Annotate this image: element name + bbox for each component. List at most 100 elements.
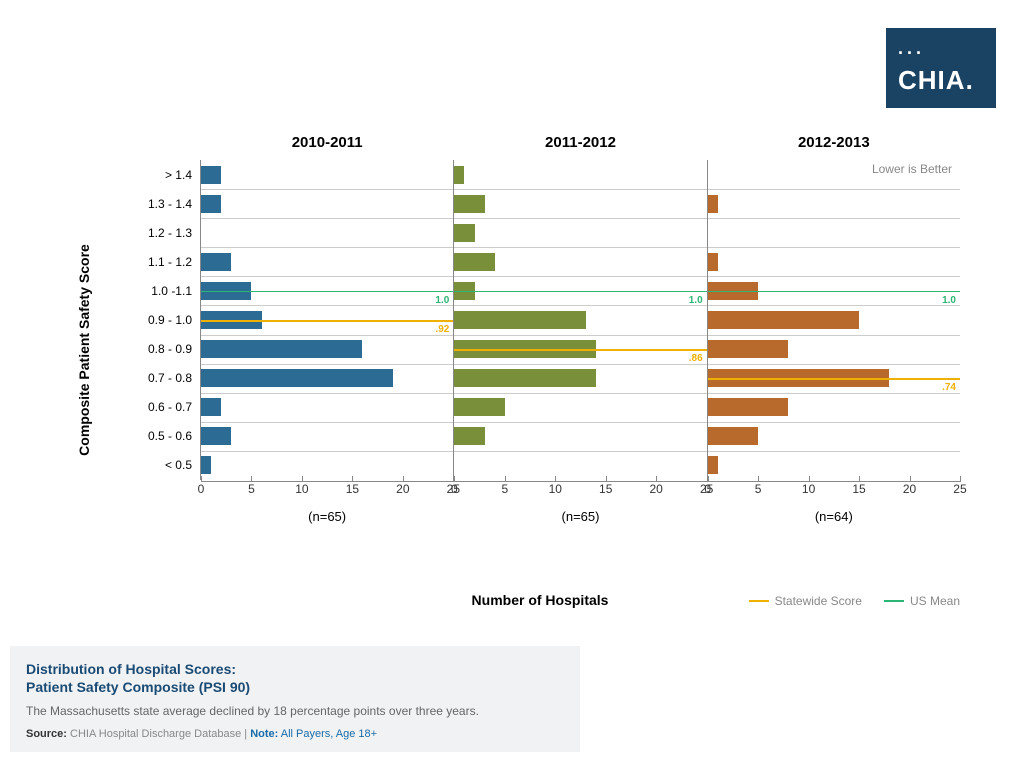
footer-card: Distribution of Hospital Scores: Patient… <box>10 646 580 752</box>
note-text: All Payers, Age 18+ <box>278 728 377 740</box>
gridline <box>708 189 960 190</box>
gridline <box>454 335 706 336</box>
x-tick-mark <box>251 476 252 482</box>
gridline <box>201 335 453 336</box>
bar <box>454 224 474 242</box>
gridline <box>454 276 706 277</box>
x-axis-title: Number of Hospitals <box>472 592 609 608</box>
chart-panel: 2011-20121.0.860510152025(n=65) <box>453 160 706 480</box>
x-tick-mark <box>910 476 911 482</box>
bar <box>201 456 211 474</box>
x-tick-label: 20 <box>903 482 916 496</box>
footer-description: The Massachusetts state average declined… <box>26 704 564 718</box>
us-mean-line <box>201 291 453 293</box>
bar <box>454 369 595 387</box>
us-mean-label: 1.0 <box>689 295 703 306</box>
bar <box>454 398 504 416</box>
chart-legend: Statewide Score US Mean <box>749 594 960 608</box>
y-axis-labels: > 1.41.3 - 1.41.2 - 1.31.1 - 1.21.0 -1.1… <box>120 160 198 480</box>
logo-dots: ... <box>898 38 925 59</box>
bar <box>708 398 789 416</box>
x-tick-label: 5 <box>248 482 255 496</box>
gridline <box>201 218 453 219</box>
y-category-label: 0.9 - 1.0 <box>148 313 192 327</box>
x-tick-mark <box>302 476 303 482</box>
us-mean-label: 1.0 <box>435 295 449 306</box>
bar <box>201 166 221 184</box>
gridline <box>454 422 706 423</box>
gridline <box>201 393 453 394</box>
x-tick-label: 15 <box>346 482 359 496</box>
panel-n-label: (n=65) <box>308 509 346 524</box>
x-tick-label: 20 <box>650 482 663 496</box>
y-category-label: 0.8 - 0.9 <box>148 342 192 356</box>
x-tick-mark <box>352 476 353 482</box>
x-ticks: 0510152025 <box>708 482 960 502</box>
x-tick-mark <box>201 476 202 482</box>
gridline <box>201 247 453 248</box>
x-tick-label: 0 <box>198 482 205 496</box>
footer-title: Distribution of Hospital Scores: Patient… <box>26 660 564 696</box>
x-tick-label: 0 <box>704 482 711 496</box>
y-axis-title: Composite Patient Safety Score <box>76 244 92 456</box>
gridline <box>708 364 960 365</box>
panel-title: 2012-2013 <box>798 134 870 151</box>
gridline <box>201 364 453 365</box>
x-tick-label: 20 <box>396 482 409 496</box>
bar <box>454 427 484 445</box>
source-text: CHIA Hospital Discharge Database | <box>67 728 250 740</box>
x-ticks: 0510152025 <box>201 482 453 502</box>
chart-container: Composite Patient Safety Score > 1.41.3 … <box>120 160 960 540</box>
x-tick-label: 15 <box>852 482 865 496</box>
legend-usmean: US Mean <box>884 594 960 608</box>
bar <box>201 398 221 416</box>
statewide-line <box>201 320 453 322</box>
x-tick-label: 10 <box>295 482 308 496</box>
bar <box>454 253 494 271</box>
gridline <box>708 305 960 306</box>
y-category-label: 0.7 - 0.8 <box>148 371 192 385</box>
gridline <box>201 451 453 452</box>
gridline <box>201 422 453 423</box>
x-tick-mark <box>859 476 860 482</box>
statewide-label: .92 <box>435 324 449 335</box>
panel-n-label: (n=65) <box>562 509 600 524</box>
bar <box>708 456 718 474</box>
gridline <box>708 393 960 394</box>
statewide-label: .74 <box>942 382 956 393</box>
x-tick-mark <box>758 476 759 482</box>
bar <box>454 311 585 329</box>
y-category-label: 1.3 - 1.4 <box>148 197 192 211</box>
gridline <box>708 276 960 277</box>
legend-statewide: Statewide Score <box>749 594 862 608</box>
gridline <box>201 189 453 190</box>
bar <box>201 195 221 213</box>
gridline <box>201 305 453 306</box>
x-tick-mark <box>960 476 961 482</box>
bar <box>201 369 393 387</box>
panel-title: 2011-2012 <box>545 134 616 151</box>
x-tick-mark <box>809 476 810 482</box>
statewide-line <box>454 349 706 351</box>
bar <box>454 166 464 184</box>
bar <box>708 340 789 358</box>
bar <box>708 427 758 445</box>
gridline <box>454 364 706 365</box>
gridline <box>454 247 706 248</box>
gridline <box>454 451 706 452</box>
bar <box>708 253 718 271</box>
x-tick-mark <box>505 476 506 482</box>
gridline <box>454 218 706 219</box>
gridline <box>454 305 706 306</box>
x-tick-mark <box>656 476 657 482</box>
gridline <box>708 247 960 248</box>
y-category-label: 0.5 - 0.6 <box>148 429 192 443</box>
panel-title: 2010-2011 <box>292 134 363 151</box>
x-tick-label: 25 <box>953 482 966 496</box>
legend-swatch-statewide <box>749 600 769 602</box>
y-category-label: 0.6 - 0.7 <box>148 400 192 414</box>
gridline <box>454 189 706 190</box>
chart-panel: 2012-20131.0.740510152025(n=64) <box>707 160 960 480</box>
y-category-label: 1.0 -1.1 <box>151 284 192 298</box>
us-mean-line <box>454 291 706 293</box>
